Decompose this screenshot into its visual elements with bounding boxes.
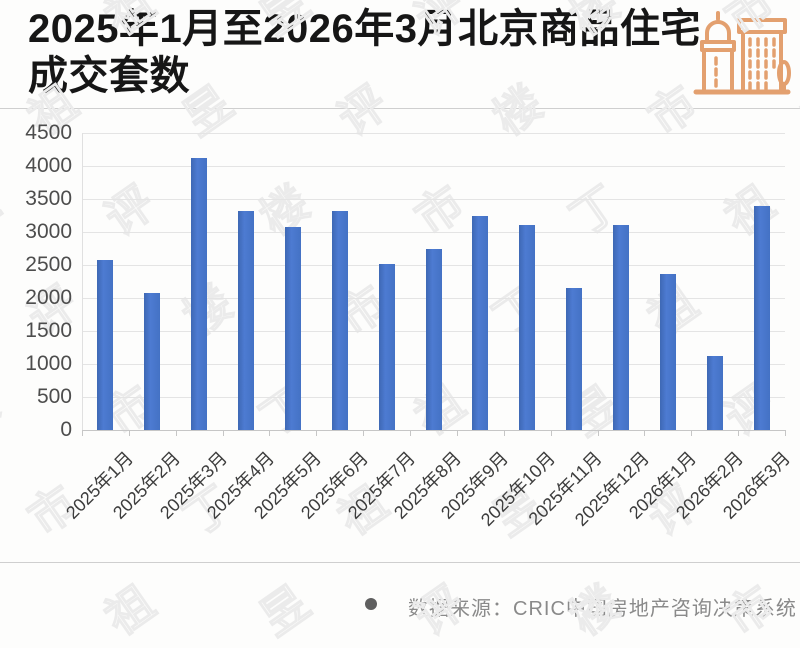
x-axis-tick bbox=[503, 430, 505, 436]
gridline bbox=[82, 133, 785, 134]
bar bbox=[753, 206, 770, 430]
x-axis-tick bbox=[644, 430, 646, 436]
gridline bbox=[82, 232, 785, 233]
y-axis-tick-label: 2000 bbox=[25, 286, 72, 309]
y-axis-tick-label: 1000 bbox=[25, 352, 72, 375]
bar bbox=[378, 263, 395, 430]
x-axis-tick bbox=[597, 430, 599, 436]
data-source-text: 数据来源：CRIC中国房地产咨询决策系统 bbox=[408, 598, 797, 620]
gridline bbox=[82, 199, 785, 200]
x-axis-tick bbox=[456, 430, 458, 436]
y-axis-tick-label: 0 bbox=[60, 418, 72, 441]
x-axis-tick bbox=[82, 430, 83, 436]
y-axis-tick-label: 2500 bbox=[25, 253, 72, 276]
y-axis-tick-label: 1500 bbox=[25, 319, 72, 342]
y-axis-tick-label: 3000 bbox=[25, 220, 72, 243]
x-axis-tick bbox=[175, 430, 177, 436]
x-axis-line bbox=[82, 430, 785, 431]
bar bbox=[425, 249, 442, 430]
bullet-icon bbox=[365, 598, 377, 610]
x-axis-tick bbox=[222, 430, 224, 436]
x-axis-tick bbox=[691, 430, 693, 436]
y-axis-line bbox=[82, 133, 83, 430]
x-axis-tick bbox=[738, 430, 740, 436]
gridline bbox=[82, 166, 785, 167]
city-buildings-icon bbox=[693, 11, 791, 95]
bar bbox=[566, 288, 583, 430]
x-axis-tick bbox=[550, 430, 552, 436]
x-axis-tick bbox=[316, 430, 318, 436]
y-axis-tick-label: 3500 bbox=[25, 187, 72, 210]
x-axis-tick bbox=[128, 430, 130, 436]
bar bbox=[238, 210, 255, 430]
bar bbox=[97, 259, 114, 430]
header-divider bbox=[0, 108, 800, 109]
bar bbox=[191, 158, 208, 430]
bar bbox=[284, 226, 301, 430]
y-axis-tick-label: 4500 bbox=[25, 121, 72, 144]
bar bbox=[706, 356, 723, 430]
bar bbox=[472, 216, 489, 430]
y-axis-tick-label: 4000 bbox=[25, 154, 72, 177]
footer-divider bbox=[0, 562, 800, 563]
bar bbox=[331, 210, 348, 430]
x-axis-tick bbox=[269, 430, 271, 436]
bar bbox=[659, 274, 676, 430]
x-axis-tick bbox=[363, 430, 365, 436]
bar bbox=[612, 224, 629, 430]
x-axis-tick bbox=[410, 430, 412, 436]
page-title: 2025年1月至2026年3月北京商品住宅成交套数 bbox=[28, 7, 701, 99]
y-axis-tick-label: 500 bbox=[36, 385, 72, 408]
bar bbox=[519, 224, 536, 430]
bar bbox=[144, 292, 161, 430]
x-axis-tick bbox=[785, 430, 786, 436]
